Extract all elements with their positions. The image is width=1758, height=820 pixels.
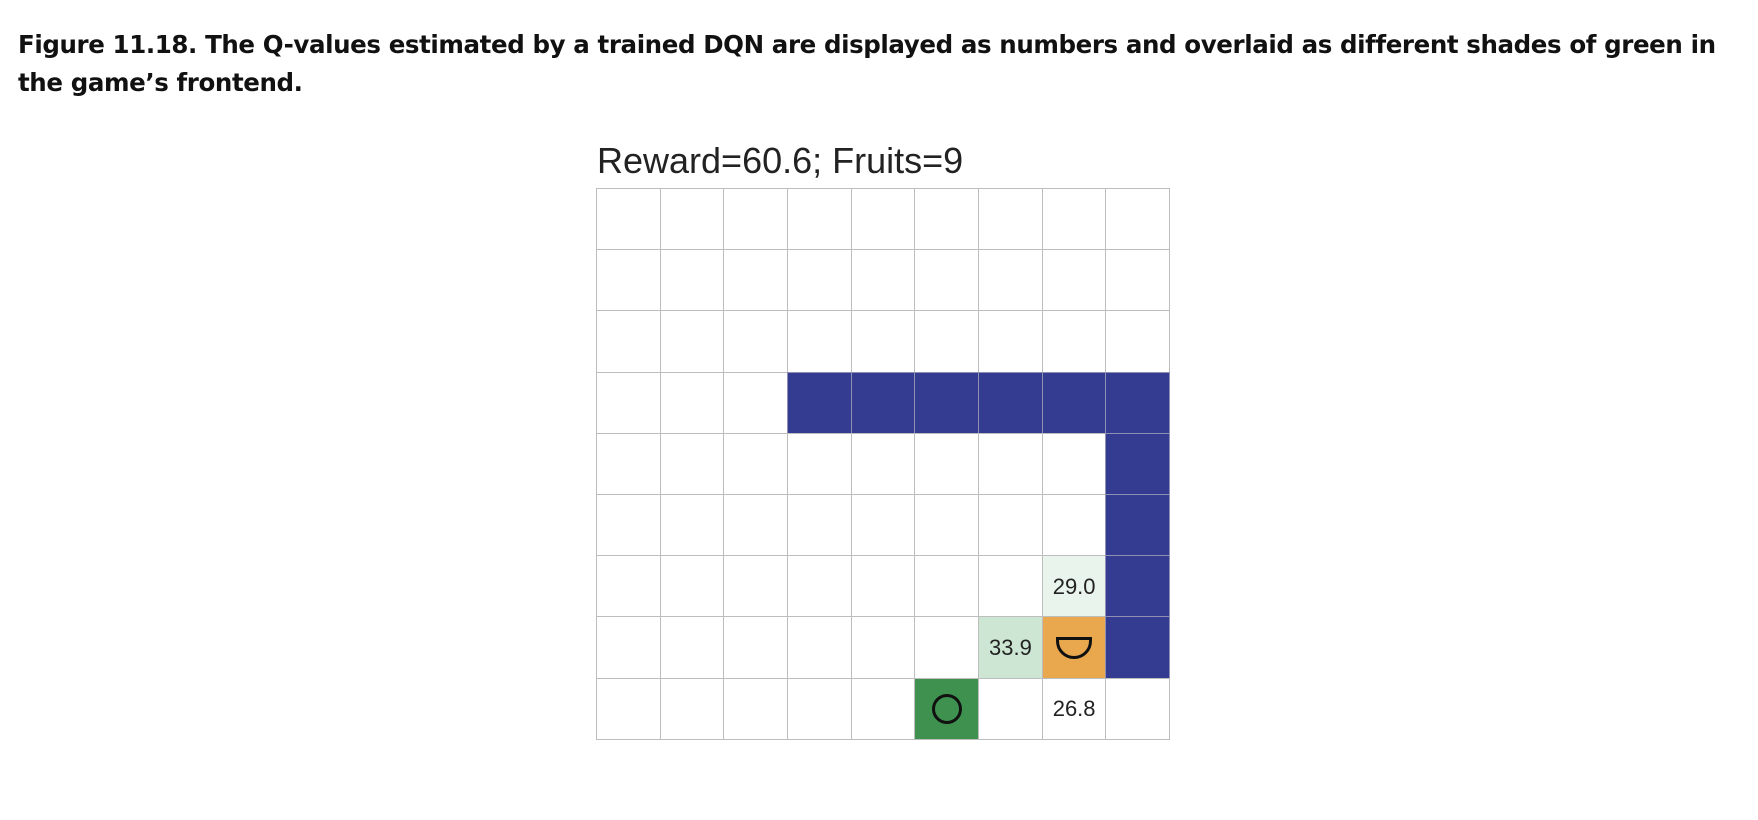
grid-cell — [977, 494, 1044, 557]
grid-cell — [1041, 249, 1107, 312]
grid-cell — [723, 310, 789, 374]
grid-cell — [723, 371, 789, 435]
grid-cell — [850, 555, 916, 618]
grid-cell — [596, 188, 662, 251]
q-value-cell: 33.9 — [977, 616, 1044, 680]
grid-cell — [723, 188, 789, 251]
grid-cell — [596, 555, 662, 618]
grid-cell — [723, 432, 789, 496]
grid-cell — [786, 494, 853, 557]
grid-cell — [786, 188, 853, 251]
grid-cell — [659, 188, 725, 251]
grid-cell — [1105, 188, 1171, 251]
snake-head-icon — [1056, 636, 1093, 659]
grid-cell — [659, 371, 725, 435]
fruit — [914, 677, 980, 741]
grid-cell — [977, 188, 1044, 251]
snake-body-segment — [914, 371, 980, 435]
grid-cell — [596, 310, 662, 374]
grid-cell — [659, 616, 725, 680]
q-value-label: 33.9 — [989, 634, 1032, 660]
grid-cell — [914, 616, 980, 680]
grid-cell — [914, 555, 980, 618]
score-readout: Reward=60.6; Fruits=9 — [597, 140, 964, 181]
q-value-cell: 26.8 — [1041, 677, 1107, 741]
grid-cell — [914, 310, 980, 374]
grid-cell — [786, 677, 853, 741]
grid-cell — [659, 310, 725, 374]
grid-cell — [977, 249, 1044, 312]
snake-body-segment — [1105, 616, 1171, 680]
grid-cell — [914, 432, 980, 496]
snake-body-segment — [850, 371, 916, 435]
grid-cell — [596, 677, 662, 741]
grid-cell — [850, 677, 916, 741]
grid-cell — [723, 616, 789, 680]
snake-body-segment — [977, 371, 1044, 435]
grid-cell — [850, 616, 916, 680]
snake-body-segment — [1105, 555, 1171, 618]
snake-body-segment — [1041, 371, 1107, 435]
grid-cell — [659, 249, 725, 312]
grid-cell — [977, 310, 1044, 374]
grid-cell — [596, 616, 662, 680]
grid-cell — [596, 371, 662, 435]
grid-cell — [786, 310, 853, 374]
grid-cell — [659, 494, 725, 557]
grid-cell — [786, 555, 853, 618]
grid-cell — [850, 432, 916, 496]
fruit-circle-icon — [931, 693, 962, 724]
grid-cell — [1105, 249, 1171, 312]
grid-cell — [1041, 432, 1107, 496]
grid-cell — [1041, 188, 1107, 251]
q-value-cell: 29.0 — [1041, 555, 1107, 618]
grid-cell — [977, 677, 1044, 741]
grid-cell — [850, 494, 916, 557]
snake-body-segment — [1105, 494, 1171, 557]
figure-caption: Figure 11.18. The Q-values estimated by … — [18, 30, 1716, 97]
grid-cell — [1041, 494, 1107, 557]
grid-cell — [977, 555, 1044, 618]
grid-cell — [659, 677, 725, 741]
grid-cell — [596, 432, 662, 496]
snake-body-segment — [1105, 371, 1171, 435]
grid-cell — [977, 432, 1044, 496]
grid-cell — [786, 249, 853, 312]
grid-cell — [914, 249, 980, 312]
q-value-label: 26.8 — [1052, 695, 1096, 721]
grid-cell — [723, 677, 789, 741]
grid-cell — [723, 249, 789, 312]
q-value-label: 29.0 — [1052, 573, 1096, 599]
grid-cell — [850, 249, 916, 312]
grid-cell — [723, 555, 789, 618]
grid-cell — [1105, 310, 1171, 374]
grid-cell — [659, 555, 725, 618]
grid-cell — [1105, 677, 1171, 741]
game-board: 29.0 33.9 26.8 — [596, 188, 1171, 741]
grid-cell — [914, 494, 980, 557]
grid-cell — [850, 310, 916, 374]
snake-body-segment — [1105, 432, 1171, 496]
grid-cell — [850, 188, 916, 251]
grid-cell — [659, 432, 725, 496]
grid-cell — [786, 616, 853, 680]
snake-head — [1041, 616, 1107, 680]
grid-cell — [786, 432, 853, 496]
snake-body-segment — [786, 371, 853, 435]
grid-cell — [596, 494, 662, 557]
grid-cell — [914, 188, 980, 251]
grid-cell — [723, 494, 789, 557]
grid-cell — [596, 249, 662, 312]
grid-cell — [1041, 310, 1107, 374]
